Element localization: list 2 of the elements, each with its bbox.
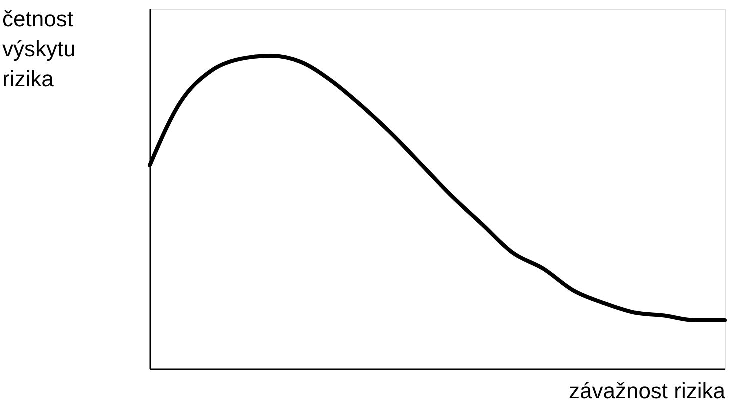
y-axis-title: četnost výskytu rizika (2, 6, 76, 92)
x-axis-title: závažnost rizika (568, 378, 726, 404)
